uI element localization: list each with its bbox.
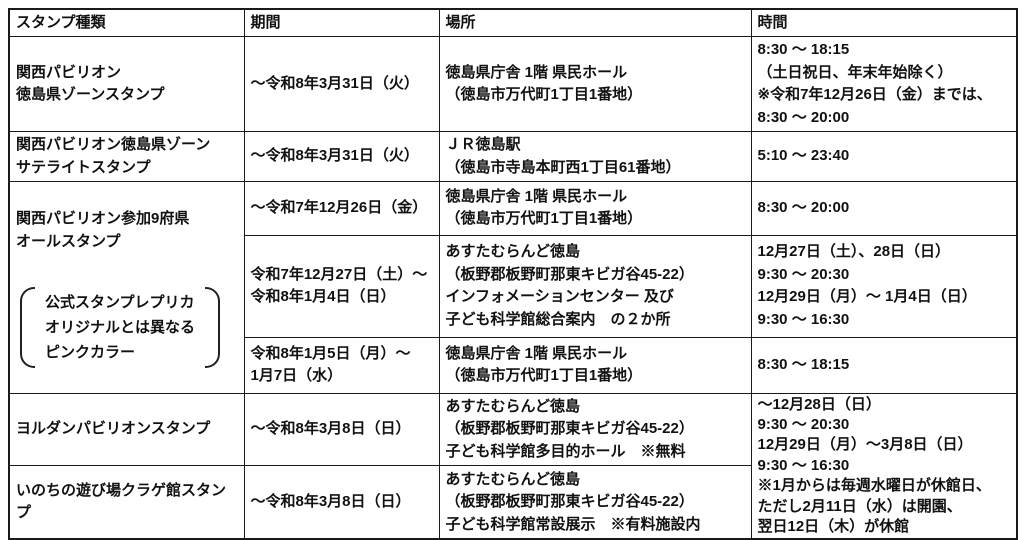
- table-row: 関西パビリオン参加9府県 オールスタンプ 公式スタンプレプリカ オリジナルとは異…: [8, 181, 1018, 394]
- table-row: 関西パビリオン徳島県ゾーン サテライトスタンプ ～令和8年3月31日（火） ＪＲ…: [8, 131, 1018, 182]
- row3a-place-cell: 徳島県庁舎 1階 県民ホール （徳島市万代町1丁目1番地）: [438, 181, 752, 236]
- row2-place-cell: ＪＲ徳島駅 （徳島市寺島本町西1丁目61番地）: [438, 131, 752, 182]
- left-parenthesis-bracket: [20, 287, 35, 368]
- row3a-time-cell: 8:30 ～ 20:00: [750, 181, 1018, 236]
- row5-place-cell: あすたむらんど徳島 （板野郡板野町那東キビガ谷45-22） 子ども科学館常設展示…: [438, 465, 752, 540]
- table-row: ヨルダンパビリオンスタンプ ～令和8年3月8日（日） あすたむらんど徳島 （板野…: [8, 392, 1018, 540]
- row3b-time-cell: 12月27日（土）、28日（日） 9:30 ～ 20:30 12月29日（月）～…: [750, 234, 1018, 338]
- header-period: 期間: [243, 8, 440, 37]
- row5-stamp-type-cell: いのちの遊び場クラゲ館スタンプ: [8, 465, 245, 540]
- row1-stamp-type-cell: 関西パビリオン 徳島県ゾーンスタンプ: [8, 36, 245, 132]
- row2-time-cell: 5:10 ～ 23:40: [750, 131, 1018, 182]
- row3c-period-cell: 令和8年1月5日（月）～ 1月7日（水）: [243, 336, 440, 394]
- header-stamp-type: スタンプ種類: [8, 8, 245, 37]
- table-row: 関西パビリオン 徳島県ゾーンスタンプ ～令和8年3月31日（火） 徳島県庁舎 1…: [8, 36, 1018, 132]
- row3c-place-cell: 徳島県庁舎 1階 県民ホール （徳島市万代町1丁目1番地）: [438, 336, 752, 394]
- row3b-place-cell: あすたむらんど徳島 （板野郡板野町那東キビガ谷45-22） インフォメーションセ…: [438, 234, 752, 338]
- row2-period-cell: ～令和8年3月31日（火）: [243, 131, 440, 182]
- table-row: 令和7年12月27日（土）～ 令和8年1月4日（日） あすたむらんど徳島 （板野…: [9, 234, 1018, 338]
- pink-replica-note-text: 公式スタンプレプリカ オリジナルとは異なる ピンクカラー: [45, 294, 196, 361]
- row1-period-cell: ～令和8年3月31日（火）: [243, 36, 440, 132]
- table-row: 令和8年1月5日（月）～ 1月7日（水） 徳島県庁舎 1階 県民ホール （徳島市…: [9, 336, 1018, 394]
- row3a-period-cell: ～令和7年12月26日（金）: [243, 181, 440, 236]
- row5-period-cell: ～令和8年3月8日（日）: [243, 465, 440, 540]
- header-time: 時間: [750, 8, 1018, 37]
- right-parenthesis-bracket: [205, 287, 221, 368]
- row4-place-cell: あすたむらんど徳島 （板野郡板野町那東キビガ谷45-22） 子ども科学館多目的ホ…: [438, 392, 752, 467]
- table-header-row: スタンプ種類 期間 場所 時間: [8, 8, 1018, 37]
- row3c-time-cell: 8:30 ～ 18:15: [750, 336, 1018, 394]
- row1-time-cell: 8:30 ～ 18:15 （土日祝日、年末年始除く） ※令和7年12月26日（金…: [750, 36, 1018, 132]
- header-place: 場所: [438, 8, 752, 37]
- row2-stamp-type-cell: 関西パビリオン徳島県ゾーン サテライトスタンプ: [8, 131, 245, 182]
- row4-stamp-type-cell: ヨルダンパビリオンスタンプ: [8, 392, 245, 467]
- stamp-rally-schedule-page: スタンプ種類 期間 場所 時間 関西パビリオン 徳島県ゾーンスタンプ ～令和8年…: [8, 8, 1018, 540]
- stamp-schedule-table: スタンプ種類 期間 場所 時間 関西パビリオン 徳島県ゾーンスタンプ ～令和8年…: [8, 8, 1018, 540]
- row3b-period-cell: 令和7年12月27日（土）～ 令和8年1月4日（日）: [243, 234, 440, 338]
- row4-period-cell: ～令和8年3月8日（日）: [243, 392, 440, 467]
- row1-place-cell: 徳島県庁舎 1階 県民ホール （徳島市万代町1丁目1番地）: [438, 36, 752, 132]
- row3-stamp-type-cell: 関西パビリオン参加9府県 オールスタンプ 公式スタンプレプリカ オリジナルとは異…: [8, 181, 245, 394]
- row3-stamp-type-text: 関西パビリオン参加9府県 オールスタンプ: [16, 209, 190, 250]
- pink-replica-note: 公式スタンプレプリカ オリジナルとは異なる ピンクカラー: [20, 287, 221, 368]
- row4-5-time-cell: ～12月28日（日） 9:30 ～ 20:30 12月29日（月）～3月8日（日…: [750, 392, 1018, 540]
